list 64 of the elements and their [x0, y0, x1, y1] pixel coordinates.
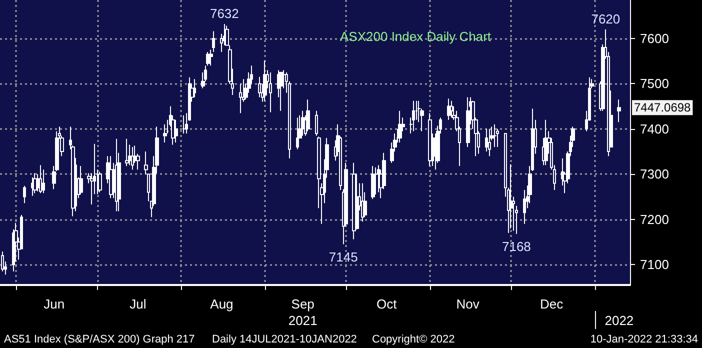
candlestick [79, 166, 83, 196]
candlestick [209, 49, 213, 66]
candlestick [488, 128, 491, 157]
candlestick [182, 114, 186, 134]
candlestick [279, 72, 283, 112]
candlestick [509, 164, 513, 229]
candlestick [212, 30, 215, 53]
candlestick [428, 112, 432, 167]
y-tick-label: 7400 [640, 121, 669, 136]
text: 10-Jan-2022 21:33:34 [590, 334, 698, 346]
text: Copyright© 2022 [372, 334, 455, 346]
annotation: 7168 [502, 238, 531, 254]
candlestick [23, 185, 26, 204]
x-tick-label: Dec [540, 296, 564, 312]
candlestick [174, 119, 178, 143]
candlestick [371, 166, 375, 200]
candlestick [296, 117, 299, 150]
y-tick-label: 7200 [640, 212, 669, 227]
candlestick [496, 128, 499, 148]
annotation: 7620 [591, 11, 620, 26]
candlestick [258, 76, 261, 98]
x2-tick-label: 2021 [288, 313, 318, 328]
candlestick [33, 172, 37, 194]
candlestick [493, 124, 497, 148]
candlestick [374, 166, 378, 196]
candlestick [131, 146, 134, 170]
candlestick [125, 138, 129, 167]
candlestick [31, 176, 34, 196]
candlestick [352, 162, 356, 240]
x-tick-label: Sep [291, 296, 314, 312]
annotation: 7447.0698 [634, 100, 692, 115]
annotation: 7145 [328, 249, 358, 264]
candlestick [263, 60, 267, 102]
candlestick [485, 128, 488, 152]
candlestick [544, 119, 548, 166]
candlestick [42, 169, 45, 194]
y-tick-label: 7500 [640, 76, 669, 92]
candlestick [193, 78, 196, 98]
candlestick [523, 190, 526, 224]
text: ASX200 Index Daily Chart [340, 29, 492, 44]
x-tick-label: Nov [456, 296, 480, 312]
y-tick-label: 7300 [640, 166, 669, 182]
candlestick [98, 171, 102, 193]
x-tick-label: Oct [376, 296, 398, 312]
annotation: 7632 [210, 6, 239, 21]
candlestick [39, 164, 42, 194]
candlestick [398, 110, 402, 143]
x-tick-label: Jun [44, 296, 65, 312]
candlestick [450, 100, 453, 118]
candlestick [617, 99, 621, 123]
x-tick-label: Jul [130, 296, 146, 312]
candlestick [239, 83, 242, 114]
text: AS51 Index (S&P/ASX 200) Graph 217 [4, 334, 195, 346]
x-tick-label: Aug [210, 296, 234, 312]
y-tick-label: 7100 [640, 257, 669, 272]
candlestick [315, 110, 318, 136]
candlestick [412, 100, 415, 132]
text: Daily 14JUL2021-10JAN2022 [212, 334, 357, 346]
candlestick [206, 52, 210, 66]
candlestick [361, 182, 364, 222]
x2-tick-label: 2022 [604, 313, 634, 328]
y-tick-label: 7600 [640, 30, 669, 46]
candlestick [163, 124, 167, 143]
candlestick [269, 72, 272, 113]
